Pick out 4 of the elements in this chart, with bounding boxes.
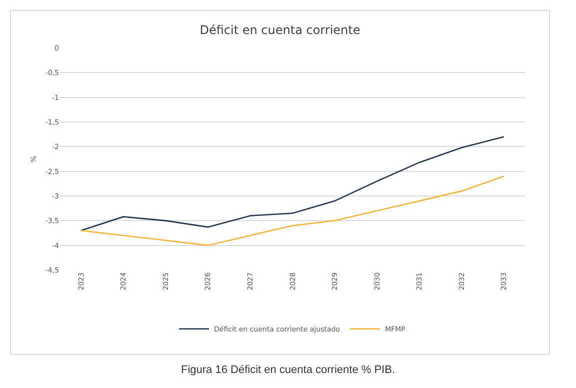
line-series [80, 136, 505, 232]
line-series [80, 176, 505, 246]
text: Figura 16 Déficit en cuenta corriente % PIB. [180, 364, 396, 376]
chart-title: Déficit en cuenta corriente [200, 22, 360, 37]
